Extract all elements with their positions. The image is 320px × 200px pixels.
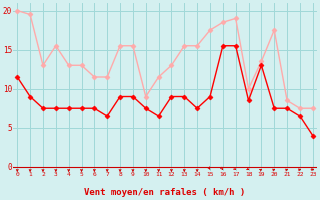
X-axis label: Vent moyen/en rafales ( km/h ): Vent moyen/en rafales ( km/h )	[84, 188, 246, 197]
